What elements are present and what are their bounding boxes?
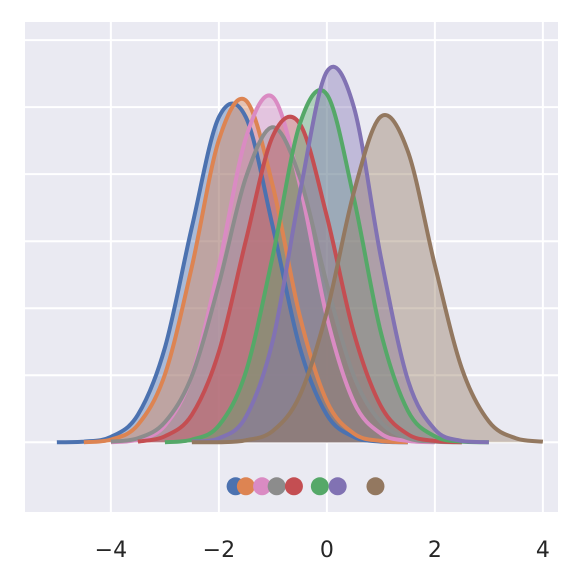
mean-dot <box>366 477 385 496</box>
density-line <box>164 88 489 445</box>
x-tick-label: −4 <box>95 538 127 563</box>
density-area <box>83 98 408 443</box>
x-tick-label: −2 <box>203 538 235 563</box>
mean-dot <box>310 477 329 496</box>
x-tick-label: 2 <box>428 538 442 563</box>
density-area <box>191 114 543 443</box>
density-line <box>83 96 408 445</box>
density-area <box>110 95 435 443</box>
x-tick-label: 4 <box>536 538 550 563</box>
x-tick-label: 0 <box>320 538 334 563</box>
density-area <box>164 89 489 443</box>
mean-dot <box>328 477 347 496</box>
density-line <box>191 113 544 445</box>
density-area <box>137 116 462 443</box>
plot-background <box>25 22 558 512</box>
density-line <box>110 125 462 445</box>
density-area <box>56 103 408 443</box>
mean-dot <box>236 477 255 496</box>
mean-dot <box>267 477 286 496</box>
mean-dot <box>253 477 272 496</box>
mean-dot <box>284 477 303 496</box>
density-line <box>191 64 489 445</box>
